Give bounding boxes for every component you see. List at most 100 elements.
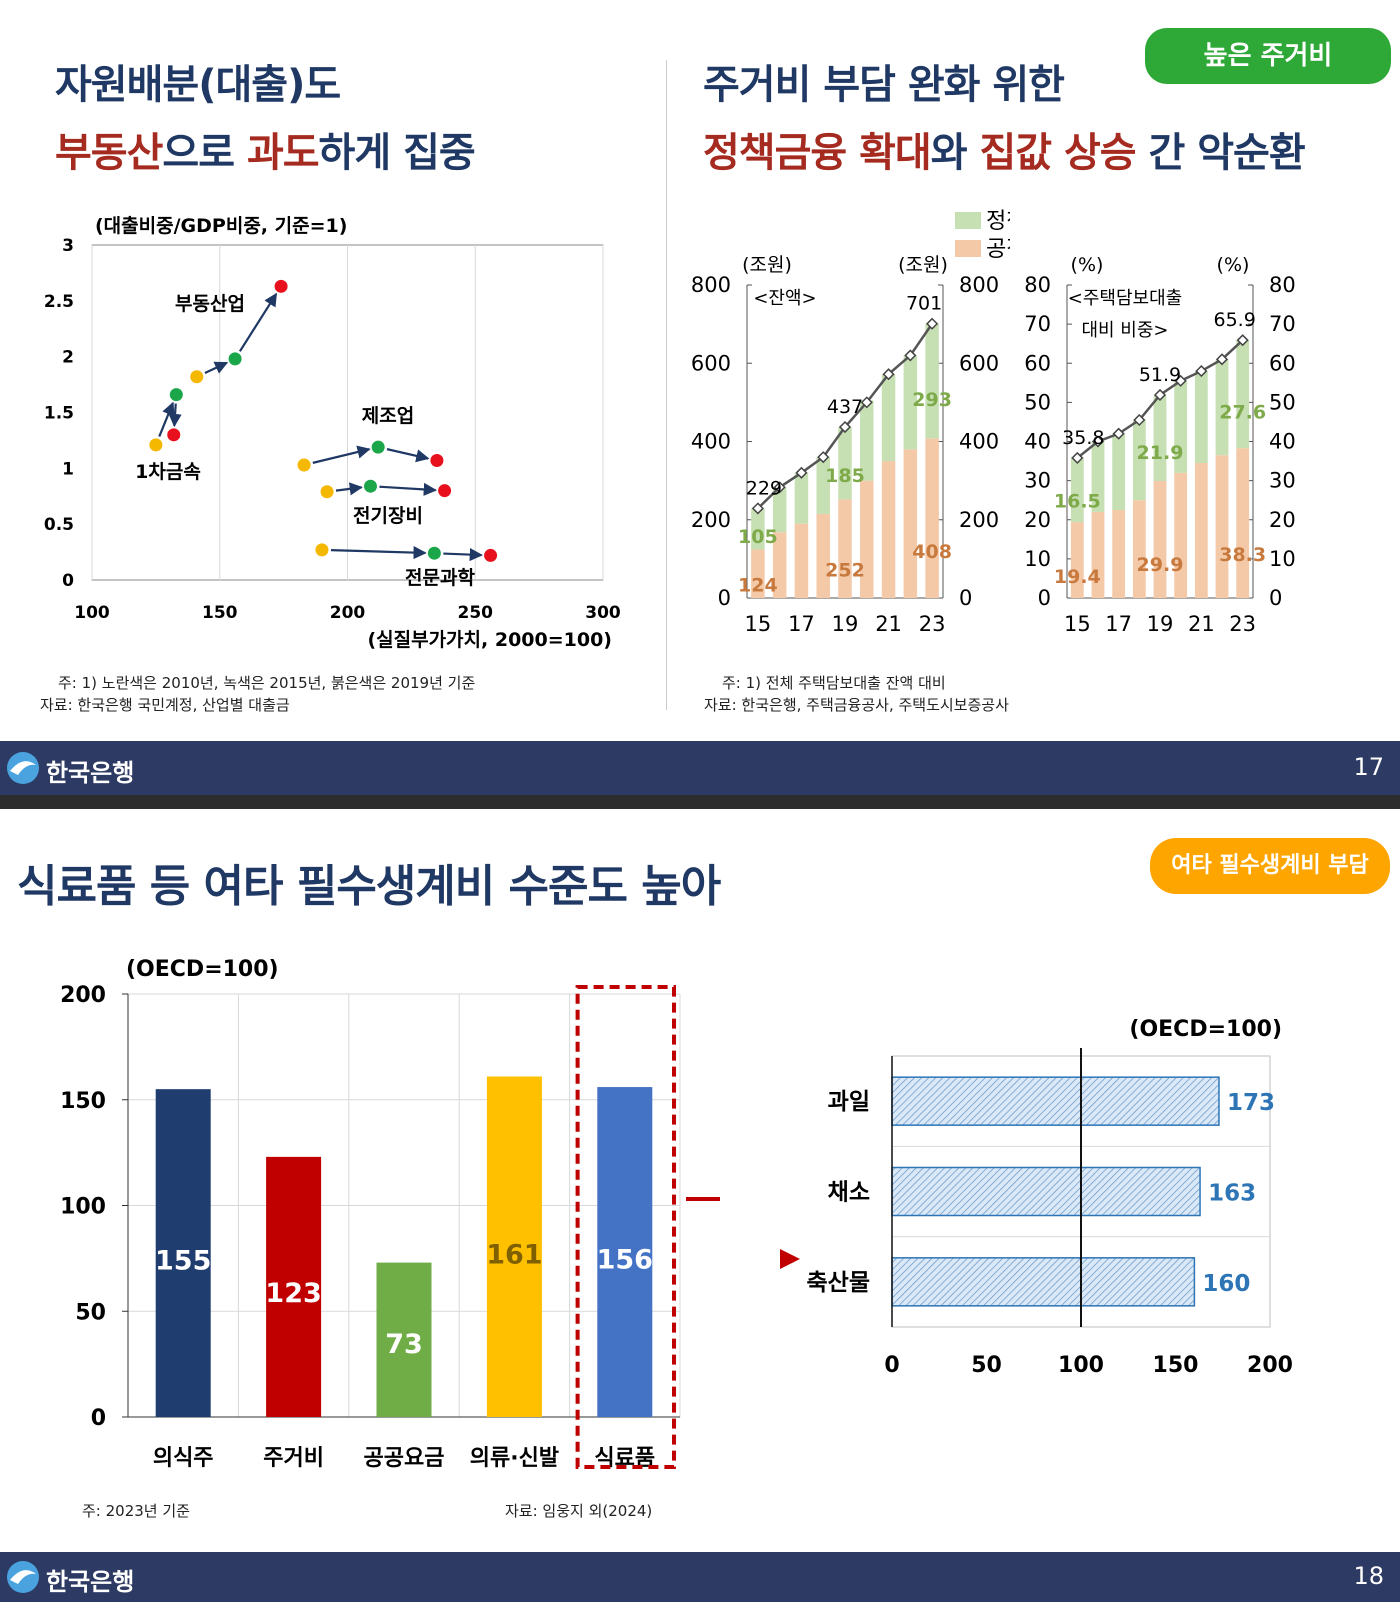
bar-guarantee [1091,511,1105,598]
y-tick-left: 60 [1024,351,1051,375]
y-tick-label: 100 [60,1195,106,1220]
unit-right: (조원) [898,254,948,276]
slide18-note: 주: 2023년 기준 [82,1502,190,1520]
y-tick-label: 0 [62,571,74,591]
x-tick-label: 150 [1153,1353,1199,1378]
group-label: 전기장비 [353,505,423,527]
y-tick-left: 200 [691,508,731,532]
x-tick-label: 17 [788,612,815,636]
y-tick-right: 200 [959,508,999,532]
title-segment: 부동산 [55,130,163,176]
bar-guarantee [794,523,809,598]
legend-label-guarantee: 공적보증(B) [986,237,1010,262]
page-number: 17 [1353,753,1384,781]
y-tick-left: 10 [1024,547,1051,571]
value-label-policy: 21.9 [1137,442,1184,464]
y-tick-label: 3 [62,236,74,256]
bar-guarantee [751,549,765,598]
category-label: 의식주 [153,1446,214,1471]
trend-arrow [158,401,175,437]
title-segment: 으로 [162,130,247,176]
unit-left: (조원) [742,254,792,276]
x-tick-label: 21 [1188,612,1215,636]
x-tick-label: 23 [1229,612,1256,636]
value-label-policy: 27.6 [1219,401,1266,423]
right-title-line1: 주거비 부담 완화 위한 [703,62,1065,108]
trend-arrow [330,545,427,560]
scatter-point [274,279,288,293]
category-label: 주거비 [263,1446,324,1471]
group-label: 제조업 [362,405,414,427]
value-label-policy: 185 [825,465,865,487]
total-marker [773,481,786,494]
scatter-point [363,479,377,493]
bok-logo-icon [7,752,39,784]
bar [266,1156,322,1417]
y-tick-right: 800 [959,273,999,297]
scatter-point [427,546,441,560]
y-tick-left: 40 [1024,430,1051,454]
total-marker [1153,388,1167,402]
total-marker [1071,451,1084,464]
bar [891,1166,1201,1217]
left-source: 자료: 한국은행 국민계정, 산업별 대출금 [40,696,290,714]
y-tick-left: 50 [1024,390,1051,414]
slide18-title: 식료품 등 여타 필수생계비 수준도 높아 [17,861,721,912]
y-tick-label: 150 [60,1089,106,1114]
total-marker [1174,374,1187,387]
x-tick-label: 200 [1247,1353,1293,1378]
bar-policy-loan [1153,395,1167,482]
badge-living-cost: 여타 필수생계비 부담 [1150,838,1390,894]
bok-logo-icon [7,1561,39,1593]
y-tick-label: 0 [91,1406,106,1431]
trend-arrow [168,403,182,428]
bar-guarantee [772,532,787,598]
ratio-chart: 0 0 10 10 20 20 30 30 40 40 50 50 60 60 70 70 80 80 15 17 19… [1024,254,1296,636]
page-number: 18 [1353,1562,1384,1590]
value-label-guarantee: 29.9 [1137,554,1184,576]
y-tick-right: 20 [1269,508,1296,532]
value-label-guarantee: 408 [912,541,952,563]
right-source: 자료: 한국은행, 주택금융공사, 주택도시보증공사 [704,696,1009,714]
bar-policy-loan [1194,371,1208,464]
bar [376,1262,432,1417]
bar-policy-loan [1091,441,1105,512]
value-label-total: 65.9 [1214,309,1256,331]
bar-value-label: 163 [1208,1181,1256,1207]
x-tick-label: 200 [330,603,366,623]
footer-logo-text: 한국은행 [46,1568,135,1596]
bar [891,1257,1196,1307]
bar-guarantee [1070,522,1084,598]
bar-policy-loan [838,427,852,500]
bar-value-label: 161 [486,1240,542,1271]
scatter-point [484,548,498,562]
bar-policy-loan [1112,433,1126,510]
y-tick-right: 60 [1269,351,1296,375]
bar-value-label: 156 [597,1245,653,1276]
bar-policy-loan [860,400,874,481]
living-cost-chart: 0 50 100 150 200 (OECD=100) 155 의식주 123 주거비 73 공공요금… [60,957,720,1471]
value-label-guarantee: 252 [825,559,865,581]
y-tick-label: 2.5 [44,292,74,312]
bar-policy-loan [1236,340,1250,449]
bar-value-label: 160 [1202,1271,1250,1297]
scatter-point [320,485,334,499]
trend-arrow [443,548,483,562]
bar-policy-loan [1215,359,1229,456]
trend-arrow [379,482,437,496]
y-tick-left: 20 [1024,508,1051,532]
legend-swatch-guarantee [955,240,981,257]
bar-policy-loan [1174,380,1188,473]
y-tick-label: 50 [75,1300,106,1325]
unit-label: (OECD=100) [126,957,279,982]
x-tick-label: 250 [458,603,494,623]
total-marker [1236,334,1249,347]
bar-guarantee [1215,455,1229,598]
y-tick-right: 0 [959,586,972,610]
left-title-line2: 부동산으로 과도하게 집중 [55,120,476,178]
y-tick-right: 400 [959,430,999,454]
total-marker [904,349,917,362]
y-tick-label: 1 [62,459,74,479]
bar-guarantee [1132,500,1146,598]
total-marker [1112,427,1125,440]
